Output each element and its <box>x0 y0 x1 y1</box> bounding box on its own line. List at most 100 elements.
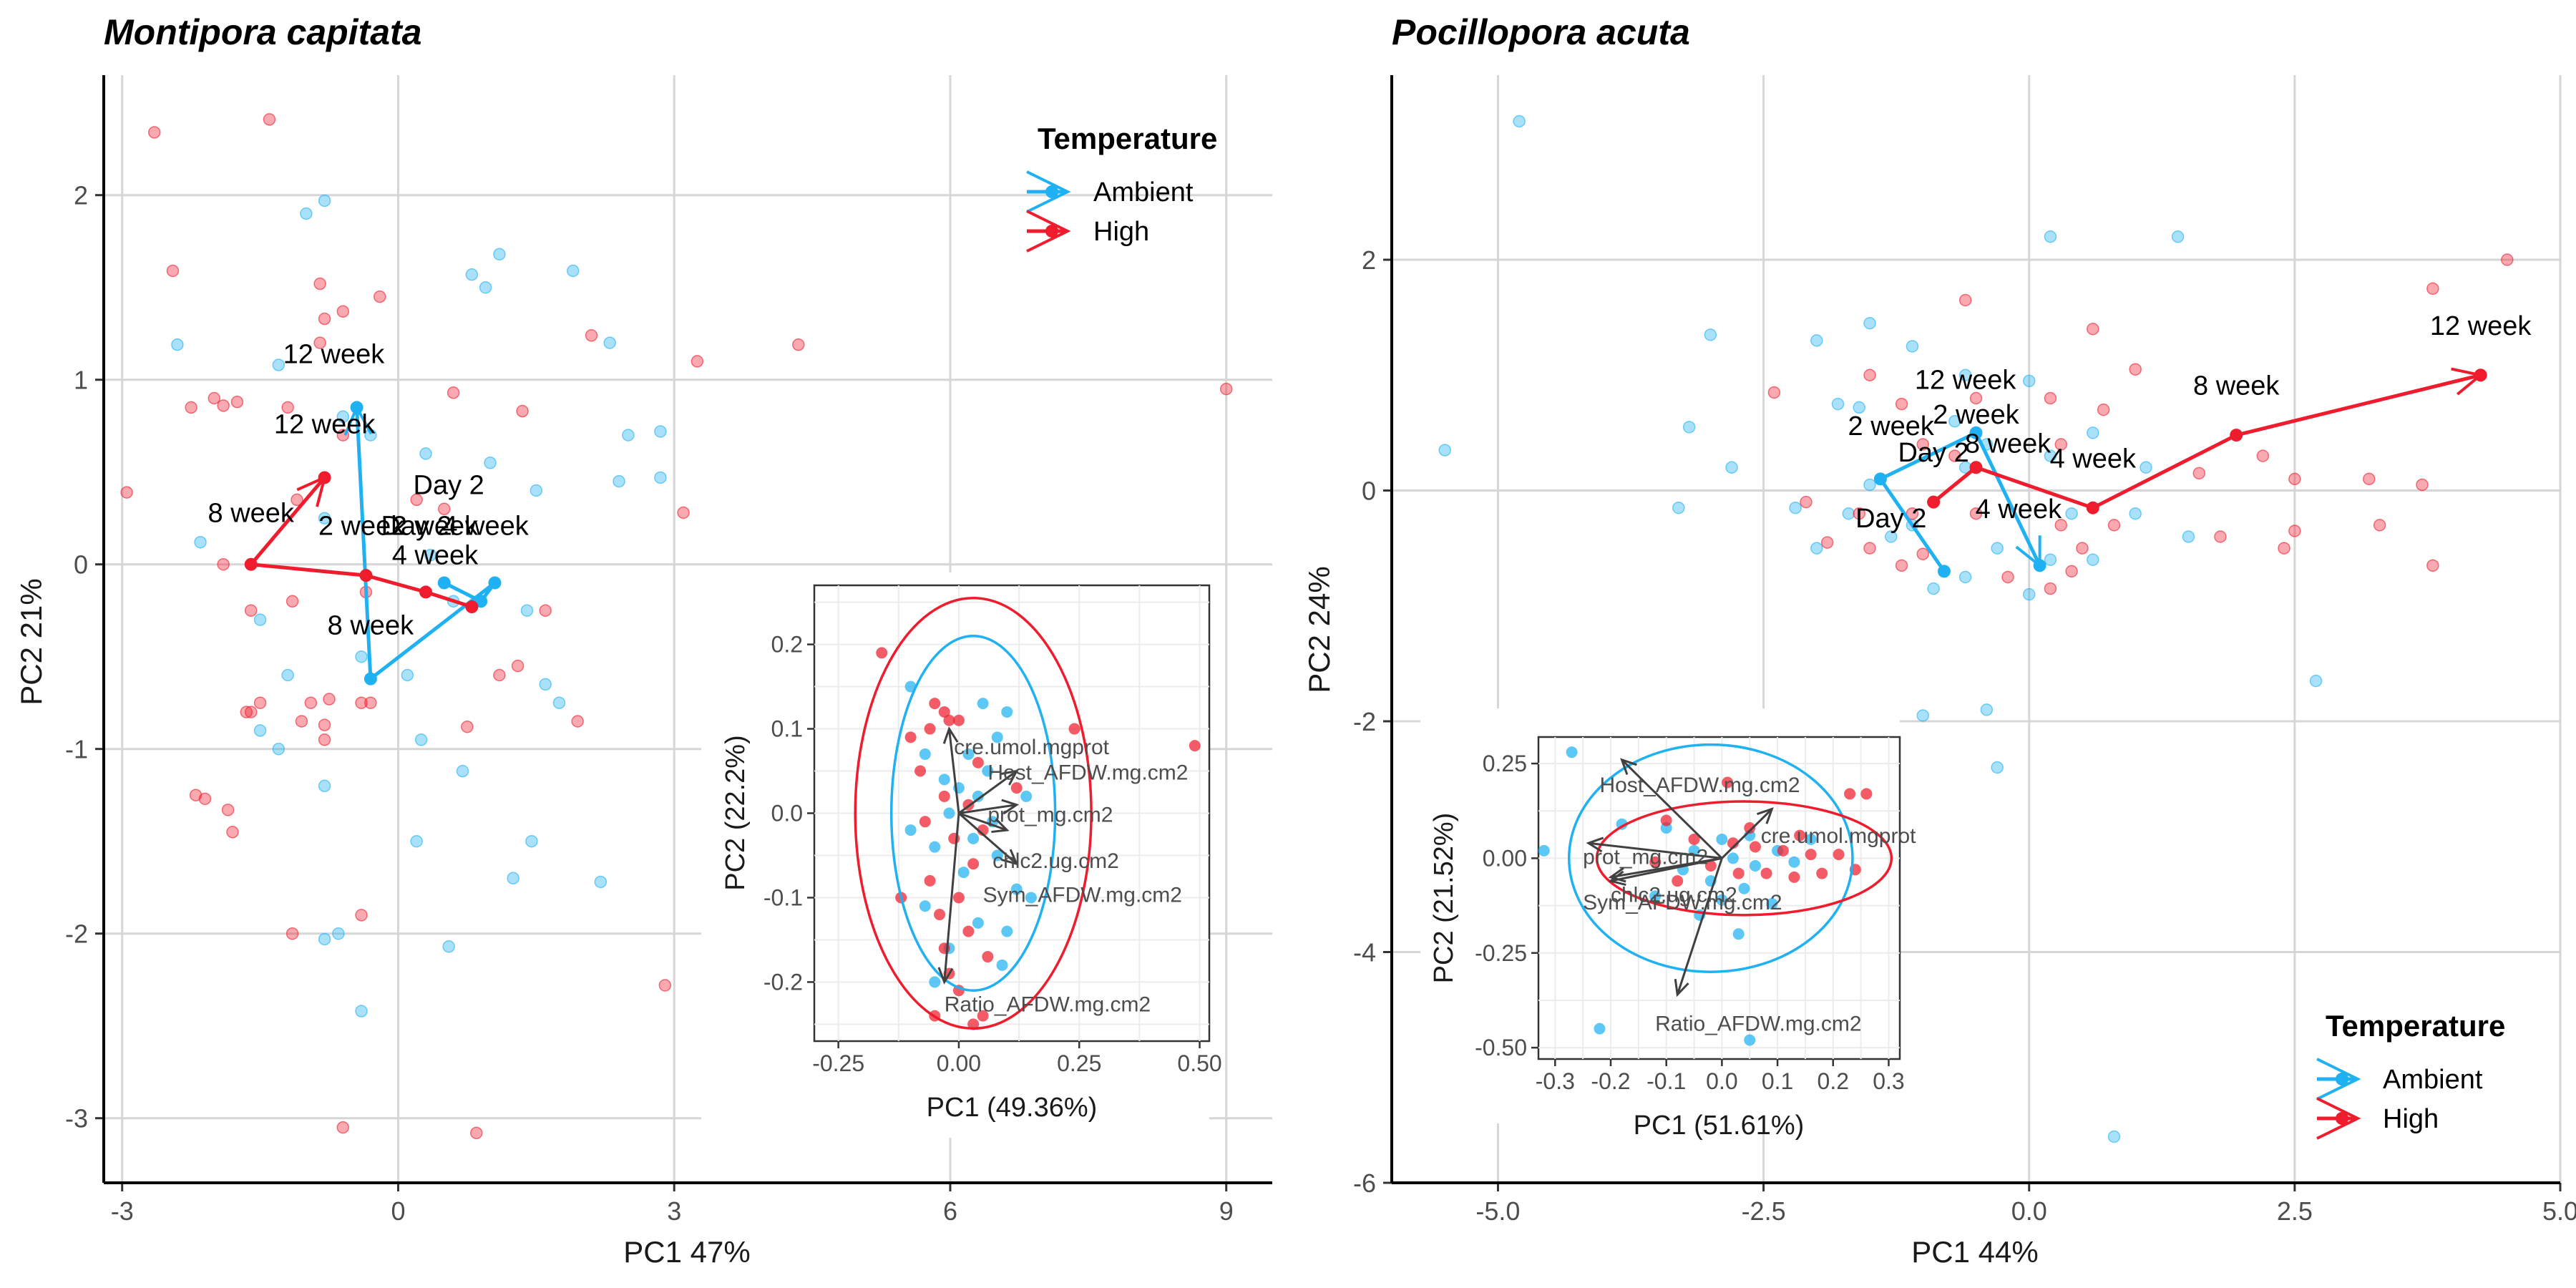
data-point-ambient <box>1513 114 1526 128</box>
inset-point-high <box>876 647 888 659</box>
data-point-ambient <box>442 940 455 953</box>
timepoint-label: 2 week <box>1933 400 2019 430</box>
data-point-ambient <box>493 248 506 261</box>
x-tick-label: 6 <box>943 1196 957 1226</box>
legend-arrow-ambient <box>2316 1058 2361 1101</box>
inset-point-high <box>1649 856 1662 868</box>
data-point-ambient <box>355 650 368 663</box>
inset-point-ambient <box>1538 844 1550 857</box>
trajectory-node-ambient <box>1969 426 1983 439</box>
inset-point-high <box>1688 833 1700 845</box>
legend-key-high <box>1026 210 1071 253</box>
data-point-ambient <box>318 194 331 208</box>
inset-point-high <box>952 714 965 726</box>
inset-point-ambient <box>1688 844 1700 857</box>
data-point-ambient <box>552 696 566 709</box>
inset-y-tick-label: 0.1 <box>771 716 803 742</box>
inset-point-ambient <box>967 832 980 844</box>
inset-point-high <box>1860 788 1873 800</box>
data-point-high <box>493 668 506 682</box>
inset-point-ambient <box>1750 860 1761 872</box>
data-point-high <box>281 401 294 414</box>
data-point-ambient <box>300 207 313 220</box>
inset-point-ambient <box>1738 882 1750 894</box>
inset-point-high <box>1750 841 1761 853</box>
data-point-ambient <box>332 927 345 940</box>
legend-dot-high <box>1045 225 1058 238</box>
inset-point-ambient <box>1766 897 1778 909</box>
data-point-high <box>1916 547 1930 560</box>
inset-y-tick-label: -0.25 <box>1475 940 1527 966</box>
data-point-ambient <box>1853 401 1865 414</box>
inset-y-tick-label: 0.2 <box>771 632 803 658</box>
inset-point-ambient <box>1744 1034 1756 1046</box>
trajectory-node-ambient <box>364 672 377 686</box>
inset-point-ambient <box>957 867 970 879</box>
x-axis-label: PC1 44% <box>1911 1235 2038 1269</box>
inset-point-high <box>972 756 984 769</box>
loading-arrowhead <box>937 967 954 985</box>
x-tick-label: 0 <box>391 1196 405 1226</box>
data-point-high <box>2192 467 2206 480</box>
loading-label: Host_AFDW.mg.cm2 <box>1599 774 1800 797</box>
data-point-ambient <box>2044 553 2057 566</box>
loading-arrowhead <box>1001 849 1019 866</box>
inset-point-ambient <box>972 917 984 929</box>
loading-arrow <box>1610 857 1722 879</box>
timepoint-label: 4 week <box>392 541 479 571</box>
panel-title: Montipora capitata <box>104 12 421 52</box>
timepoint-label: 4 week <box>442 511 529 541</box>
data-point-ambient <box>2129 507 2142 520</box>
inset-y-tick-label: 0.25 <box>1483 751 1527 776</box>
data-point-ambient <box>1682 421 1696 434</box>
main-axes: -3 0 3 6 9 -3 -2 -1 0 1 2 <box>65 75 1272 1226</box>
data-point-ambient <box>456 764 469 778</box>
y-tick-label: -3 <box>65 1104 88 1133</box>
inset-point-ambient <box>1649 890 1662 902</box>
loading-arrow <box>1621 758 1723 859</box>
data-point-high <box>336 1121 350 1134</box>
inset-point-ambient <box>977 698 989 710</box>
loading-arrowhead <box>1756 807 1774 824</box>
inset-point-ambient <box>904 824 917 836</box>
data-point-high <box>2076 542 2089 555</box>
inset-point-high <box>1788 871 1800 883</box>
trajectory-arrowhead-high <box>2451 367 2484 396</box>
inset-point-high <box>1732 867 1745 879</box>
x-tick-label: 2.5 <box>2277 1196 2313 1226</box>
loading-arrow <box>958 812 1008 831</box>
inset-y-tick-label: -0.50 <box>1475 1035 1527 1060</box>
trajectory-node-high <box>1927 495 1941 509</box>
y-axis-label: PC2 21% <box>14 578 48 705</box>
data-point-ambient <box>2140 461 2152 474</box>
data-point-high <box>1969 507 1983 520</box>
data-point-ambient <box>654 425 667 438</box>
timepoint-label: 2 week <box>318 511 405 541</box>
timepoint-label: 4 week <box>2050 444 2137 474</box>
data-point-ambient <box>318 932 331 946</box>
timepoint-label: 2 week <box>392 511 479 541</box>
x-tick-label: 9 <box>1219 1196 1234 1226</box>
inset-point-high <box>1777 844 1789 857</box>
data-point-ambient <box>594 875 608 889</box>
data-point-high <box>318 733 331 746</box>
inset-point-ambient <box>1020 790 1033 802</box>
legend-dot-ambient <box>2336 1073 2348 1085</box>
data-point-high <box>355 696 368 709</box>
data-point-high <box>2214 530 2227 543</box>
inset-point-ambient <box>1010 883 1023 895</box>
data-point-ambient <box>1863 316 1876 330</box>
main-points <box>1438 114 2514 1143</box>
data-point-high <box>1820 536 1834 549</box>
inset-x-tick-label: 0.0 <box>1706 1068 1737 1094</box>
inset-point-ambient <box>929 841 941 853</box>
data-point-high <box>364 696 377 709</box>
x-tick-label: 3 <box>667 1196 681 1226</box>
data-point-high <box>120 486 133 499</box>
inset-y-tick-label: 0.00 <box>1483 845 1527 871</box>
trajectory-node-ambient <box>488 576 502 590</box>
inset-point-ambient <box>1001 706 1013 718</box>
